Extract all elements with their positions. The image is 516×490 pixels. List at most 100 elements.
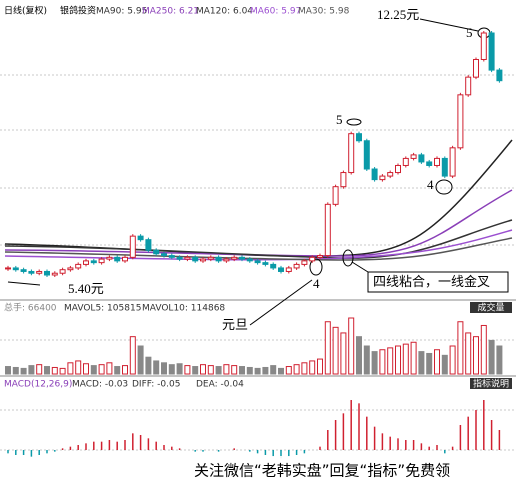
- volume-bar: [441, 354, 448, 375]
- diff: DIFF: -0.05: [132, 380, 180, 390]
- volume-bar: [90, 365, 97, 375]
- volume-bar: [215, 366, 222, 375]
- candle: [418, 154, 425, 163]
- candle: [192, 256, 199, 262]
- header: 日线(复权) 银鸽投资 MA90: 5.95 MA250: 6.21 MA120…: [4, 5, 350, 17]
- button-label[interactable]: 指标说明: [473, 378, 509, 390]
- volume-bar: [301, 362, 308, 375]
- annotation: 四线粘合，一线金叉: [373, 274, 490, 289]
- candle: [184, 256, 191, 260]
- candle: [239, 256, 245, 260]
- candle: [176, 256, 183, 260]
- candle: [473, 58, 479, 78]
- volume-bar: [363, 345, 370, 375]
- volume-bar: [309, 360, 316, 375]
- candle: [301, 260, 308, 265]
- candle: [36, 270, 43, 274]
- mavol10: MAVOL10: 114868: [142, 304, 225, 314]
- candle: [83, 260, 89, 265]
- candle: [231, 256, 238, 260]
- volume-bar: [114, 366, 121, 375]
- dea: DEA: -0.04: [196, 380, 244, 390]
- stock: 银鸽投资: [60, 5, 96, 17]
- candle: [332, 186, 339, 205]
- macd-name: MACD(12,26,9): [4, 380, 72, 390]
- volume-bar: [83, 363, 89, 375]
- volume-bar: [51, 366, 58, 375]
- candle: [137, 235, 144, 241]
- volume-bar: [395, 345, 401, 375]
- candle: [129, 235, 136, 258]
- volume-bar: [488, 339, 495, 375]
- candle: [441, 157, 448, 177]
- volume-bar: [262, 366, 269, 375]
- button[interactable]: [470, 302, 512, 313]
- volume-bar: [457, 321, 464, 375]
- volume-bar: [59, 367, 66, 375]
- candle: [379, 175, 386, 181]
- candle: [51, 272, 58, 276]
- candle: [480, 32, 487, 60]
- volume-bar: [270, 365, 277, 375]
- candle: [348, 133, 355, 174]
- volume-bar: [122, 365, 128, 375]
- annotation: 4: [427, 177, 434, 192]
- candle: [356, 133, 362, 142]
- button[interactable]: [470, 378, 512, 389]
- volume-bar: [36, 364, 43, 375]
- candle: [59, 269, 66, 274]
- ma-lines: [4, 139, 513, 261]
- volume-bar: [67, 362, 74, 375]
- candle: [402, 157, 409, 166]
- period: 日线(复权): [4, 5, 47, 17]
- volume-bar: [418, 351, 425, 375]
- volume-bar: [12, 366, 19, 375]
- volume-bar: [161, 362, 167, 375]
- candle: [426, 161, 433, 166]
- candle: [395, 164, 401, 174]
- ma: MA90: 5.95: [96, 7, 147, 17]
- candle: [122, 256, 128, 262]
- candle: [340, 172, 347, 188]
- candle: [285, 267, 292, 272]
- candle: [114, 256, 121, 262]
- annotation: 元旦: [222, 317, 248, 332]
- volume-bar: [207, 365, 214, 375]
- volume-bar: [254, 367, 261, 375]
- volume-bar: [340, 332, 347, 375]
- ma: MA120: 6.04: [196, 7, 253, 17]
- candle: [44, 270, 50, 276]
- candle: [168, 255, 175, 258]
- volume-bar: [239, 366, 245, 375]
- volume-bar: [426, 352, 433, 375]
- volume-bar: [285, 366, 292, 375]
- volume-bar: [231, 365, 238, 375]
- candle: [106, 256, 113, 260]
- mavol5: MAVOL5: 105815: [64, 304, 141, 314]
- ma: MA60: 5.97: [250, 7, 301, 17]
- ma: MA30: 5.98: [298, 7, 350, 17]
- button-label[interactable]: 成交量: [477, 302, 504, 314]
- volume-bar: [402, 343, 409, 375]
- candle: [5, 267, 11, 270]
- candle: [262, 262, 269, 265]
- volume-bar: [410, 341, 417, 375]
- candle: [67, 267, 74, 271]
- volume-bar: [246, 366, 253, 375]
- volume-bar: [176, 363, 183, 375]
- volume-bar: [278, 367, 284, 375]
- candle: [145, 239, 152, 251]
- volume-bar: [168, 364, 175, 375]
- volume-bar: [293, 364, 300, 375]
- candle: [324, 203, 331, 257]
- candle: [215, 256, 222, 262]
- candle: [434, 157, 440, 166]
- volume-bar: [184, 365, 191, 375]
- candle: [246, 258, 253, 262]
- annotation: 5: [336, 112, 343, 127]
- volume-bar: [434, 349, 440, 375]
- volume-bar: [137, 345, 144, 375]
- watermark: 关注微信“老韩实盘”回复“指标”免费领: [194, 462, 450, 480]
- candle: [161, 253, 167, 257]
